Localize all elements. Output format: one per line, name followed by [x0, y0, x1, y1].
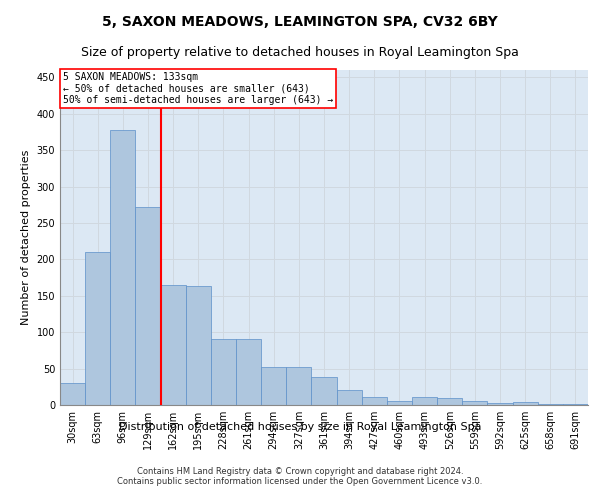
Bar: [136, 207, 161, 405]
Bar: [261, 367, 286, 405]
Bar: [211, 340, 236, 405]
Y-axis label: Number of detached properties: Number of detached properties: [21, 150, 31, 325]
Text: 5, SAXON MEADOWS, LEAMINGTON SPA, CV32 6BY: 5, SAXON MEADOWS, LEAMINGTON SPA, CV32 6…: [102, 16, 498, 30]
Text: Distribution of detached houses by size in Royal Leamington Spa: Distribution of detached houses by size …: [119, 422, 481, 432]
Bar: [236, 340, 261, 405]
Bar: [412, 397, 437, 405]
Bar: [311, 378, 337, 405]
Text: Contains HM Land Registry data © Crown copyright and database right 2024.
Contai: Contains HM Land Registry data © Crown c…: [118, 467, 482, 486]
Bar: [462, 402, 487, 405]
Bar: [337, 390, 362, 405]
Bar: [186, 286, 211, 405]
Bar: [60, 383, 85, 405]
Bar: [563, 404, 588, 405]
Bar: [286, 367, 311, 405]
Bar: [437, 398, 462, 405]
Bar: [110, 130, 136, 405]
Text: Size of property relative to detached houses in Royal Leamington Spa: Size of property relative to detached ho…: [81, 46, 519, 59]
Bar: [487, 403, 512, 405]
Bar: [387, 400, 412, 405]
Text: 5 SAXON MEADOWS: 133sqm
← 50% of detached houses are smaller (643)
50% of semi-d: 5 SAXON MEADOWS: 133sqm ← 50% of detache…: [62, 72, 333, 105]
Bar: [161, 285, 186, 405]
Bar: [538, 404, 563, 405]
Bar: [362, 397, 387, 405]
Bar: [512, 402, 538, 405]
Bar: [85, 252, 110, 405]
